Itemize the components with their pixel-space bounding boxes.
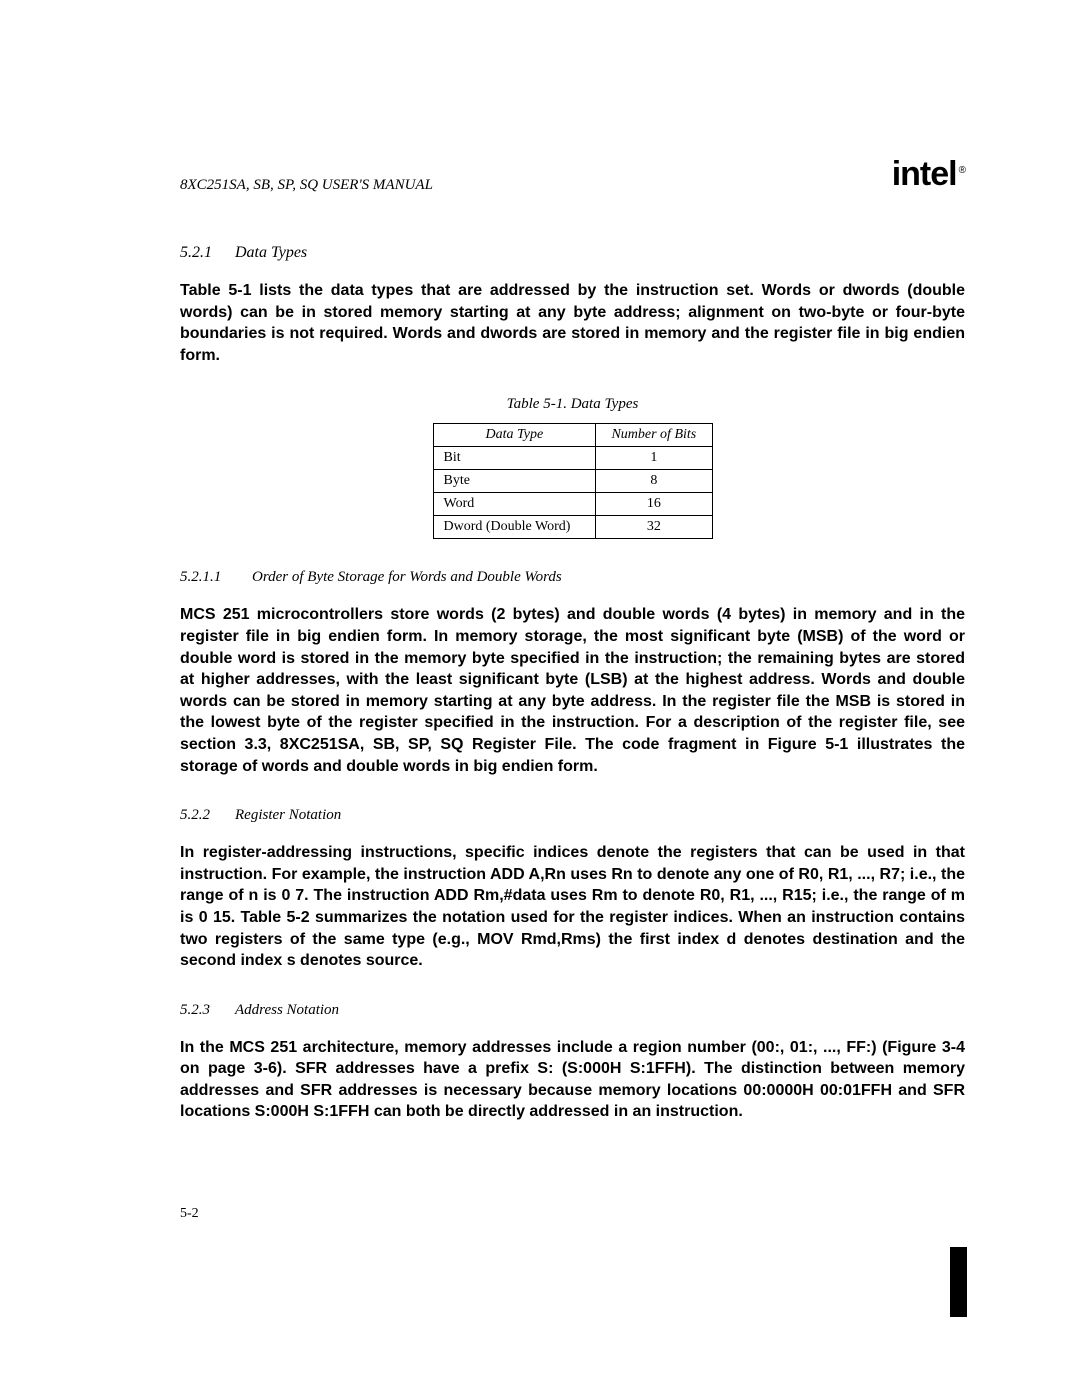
data-types-table: Data Type Number of Bits Bit 1 Byte 8 Wo…: [433, 423, 713, 539]
section-number: 5.2.3: [180, 1002, 235, 1019]
section-5-2-1-paragraph: Table 5-1 lists the data types that are …: [180, 280, 965, 366]
table-row: Byte 8: [433, 470, 712, 493]
table-cell: Word: [433, 493, 596, 516]
section-title: Register Notation: [235, 807, 341, 823]
page-end-mark-icon: [950, 1247, 967, 1317]
table-header-bits: Number of Bits: [596, 424, 712, 447]
table-cell: 32: [596, 516, 712, 539]
section-number: 5.2.2: [180, 807, 235, 824]
page-number: 5-2: [180, 1206, 199, 1222]
section-number: 5.2.1: [180, 244, 235, 262]
section-5-2-1-1-heading: 5.2.1.1Order of Byte Storage for Words a…: [180, 569, 965, 586]
section-5-2-3-paragraph: In the MCS 251 architecture, memory addr…: [180, 1037, 965, 1123]
logo-registered-mark: ®: [959, 165, 965, 176]
table-cell: 1: [596, 447, 712, 470]
subsection-number: 5.2.1.1: [180, 569, 252, 586]
section-title: Address Notation: [235, 1002, 339, 1018]
table-cell: 8: [596, 470, 712, 493]
table-row: Bit 1: [433, 447, 712, 470]
intel-logo: intel®: [892, 155, 965, 194]
section-5-2-2-paragraph: In register-addressing instructions, spe…: [180, 842, 965, 972]
subsection-title: Order of Byte Storage for Words and Doub…: [252, 569, 562, 585]
table-header-data-type: Data Type: [433, 424, 596, 447]
section-5-2-1-1-paragraph: MCS 251 microcontrollers store words (2 …: [180, 604, 965, 777]
table-cell: Bit: [433, 447, 596, 470]
table-row: Word 16: [433, 493, 712, 516]
table-cell: 16: [596, 493, 712, 516]
manual-title: 8XC251SA, SB, SP, SQ USER'S MANUAL: [180, 177, 433, 194]
page-header: 8XC251SA, SB, SP, SQ USER'S MANUAL intel…: [180, 155, 965, 194]
table-cell: Dword (Double Word): [433, 516, 596, 539]
table-cell: Byte: [433, 470, 596, 493]
table-5-1-caption: Table 5-1. Data Types: [180, 396, 965, 413]
section-5-2-3-heading: 5.2.3Address Notation: [180, 1002, 965, 1019]
table-row: Dword (Double Word) 32: [433, 516, 712, 539]
section-5-2-1-heading: 5.2.1Data Types: [180, 244, 965, 262]
logo-text: intel: [892, 155, 957, 193]
section-5-2-2-heading: 5.2.2Register Notation: [180, 807, 965, 824]
section-title: Data Types: [235, 244, 307, 261]
